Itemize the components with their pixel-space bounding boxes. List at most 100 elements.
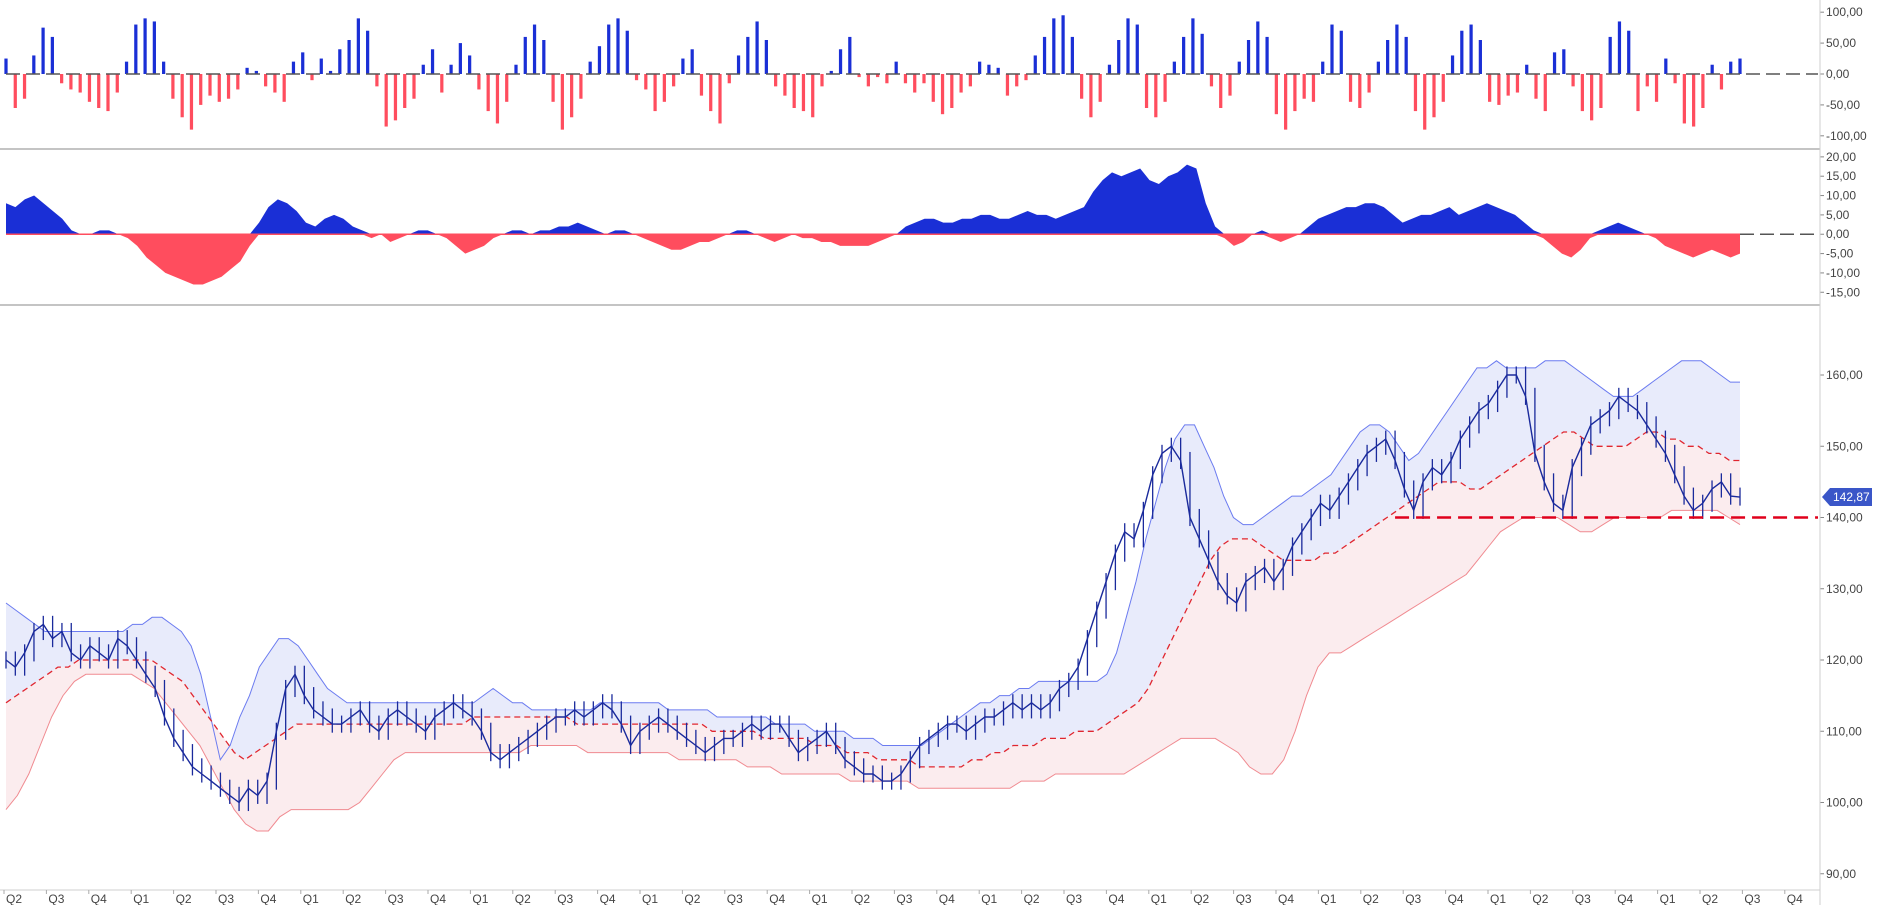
oscillator-bar: [1070, 36, 1074, 74]
oscillator-bar: [1645, 74, 1649, 87]
oscillator-bar: [1525, 64, 1529, 74]
oscillator-bar: [1562, 49, 1566, 74]
oscillator-bar: [1302, 74, 1306, 99]
x-tick-label: Q1: [981, 892, 997, 905]
oscillator-bar: [1478, 40, 1482, 74]
oscillator-bar: [1330, 24, 1334, 74]
oscillator-bar: [857, 74, 861, 78]
oscillator-bar: [996, 67, 1000, 74]
x-tick-label: Q4: [1448, 892, 1464, 905]
oscillator-bar: [1729, 61, 1733, 74]
oscillator-bar: [560, 74, 564, 130]
x-tick-label: Q3: [557, 892, 573, 905]
x-tick-label: Q2: [1532, 892, 1548, 905]
oscillator-bar: [570, 74, 574, 118]
oscillator-bar: [736, 55, 741, 74]
oscillator-bar: [597, 46, 602, 74]
x-tick-label: Q1: [303, 892, 319, 905]
oscillator-bar: [1154, 74, 1158, 118]
oscillator-bar: [829, 70, 833, 74]
y-tick-label: -5,00: [1826, 247, 1854, 261]
oscillator-bar: [440, 74, 444, 93]
oscillator-bar: [217, 74, 221, 102]
oscillator-bar: [1617, 21, 1622, 75]
oscillator-bar: [1441, 74, 1445, 102]
x-tick-label: Q2: [854, 892, 870, 905]
oscillator-bar: [931, 74, 935, 102]
oscillator-bar: [41, 27, 45, 74]
x-tick-label: Q1: [133, 892, 149, 905]
oscillator-bar: [690, 49, 694, 74]
oscillator-bar: [115, 74, 119, 93]
oscillator-bar: [245, 67, 249, 74]
oscillator-bar: [375, 74, 379, 87]
oscillator-bar: [1311, 74, 1316, 102]
y-tick-label: 15,00: [1826, 169, 1856, 183]
x-tick-label: Q3: [48, 892, 64, 905]
oscillator-bar: [282, 74, 286, 102]
oscillator-bar: [1719, 74, 1724, 90]
y-tick-label: 100,00: [1826, 796, 1863, 810]
oscillator-bar: [1126, 18, 1130, 74]
oscillator-bar: [97, 74, 101, 108]
y-tick-label: 10,00: [1826, 189, 1856, 203]
oscillator-bar: [356, 18, 360, 74]
oscillator-bar: [1246, 40, 1251, 74]
oscillator-bar: [1042, 36, 1047, 74]
x-tick-label: Q4: [939, 892, 955, 905]
oscillator-bar: [78, 74, 82, 93]
x-tick-label: Q4: [1278, 892, 1294, 905]
x-tick-label: Q2: [1363, 892, 1379, 905]
oscillator-bar: [959, 74, 963, 93]
oscillator-bar: [430, 49, 435, 74]
oscillator-bar: [13, 74, 17, 108]
oscillator-bar: [616, 18, 620, 74]
oscillator-bar: [421, 64, 425, 74]
x-tick-label: Q1: [642, 892, 658, 905]
oscillator-bar: [319, 58, 323, 74]
oscillator-bar: [727, 74, 731, 84]
y-tick-label: 0,00: [1826, 67, 1850, 81]
oscillator-bar: [477, 74, 481, 90]
oscillator-bar: [412, 74, 416, 99]
oscillator-bar: [579, 74, 583, 99]
x-tick-label: Q3: [727, 892, 743, 905]
x-tick-label: Q3: [1405, 892, 1421, 905]
oscillator-bar: [876, 74, 880, 78]
oscillator-bar: [1682, 74, 1686, 124]
oscillator-bar: [1080, 74, 1084, 99]
oscillator-bar: [1376, 61, 1380, 74]
oscillator-bar: [50, 36, 54, 74]
oscillator-bar: [978, 61, 982, 74]
oscillator-bar: [338, 49, 342, 74]
y-tick-label: -100,00: [1826, 129, 1867, 143]
x-tick-label: Q1: [1320, 892, 1336, 905]
oscillator-bar: [1367, 74, 1371, 93]
oscillator-bar: [143, 18, 147, 74]
oscillator-bar: [1182, 36, 1186, 74]
oscillator-bar: [1284, 74, 1288, 130]
oscillator-bar: [1265, 36, 1269, 74]
oscillator-bar: [801, 74, 806, 112]
oscillator-bar: [523, 36, 527, 74]
upper-band-fill: [6, 360, 1740, 767]
last-price-badge: [1822, 488, 1872, 507]
oscillator-bar: [913, 74, 917, 93]
oscillator-bar: [486, 74, 490, 112]
oscillator-bar: [152, 21, 156, 75]
y-tick-label: -15,00: [1826, 285, 1860, 299]
oscillator-bar: [1117, 40, 1121, 74]
oscillator-bar: [1469, 24, 1473, 74]
x-tick-label: Q2: [176, 892, 192, 905]
oscillator-bar: [134, 24, 138, 74]
x-tick-label: Q4: [1787, 892, 1803, 905]
oscillator-bar: [1413, 74, 1418, 112]
last-price-label: 142,87: [1833, 490, 1870, 504]
oscillator-bar: [1534, 74, 1538, 99]
oscillator-bar: [1506, 74, 1510, 96]
oscillator-bar: [625, 30, 629, 74]
oscillator-bar: [848, 36, 852, 74]
oscillator-bar: [1580, 74, 1584, 112]
x-tick-label: Q2: [1193, 892, 1209, 905]
y-tick-label: 110,00: [1826, 724, 1862, 738]
